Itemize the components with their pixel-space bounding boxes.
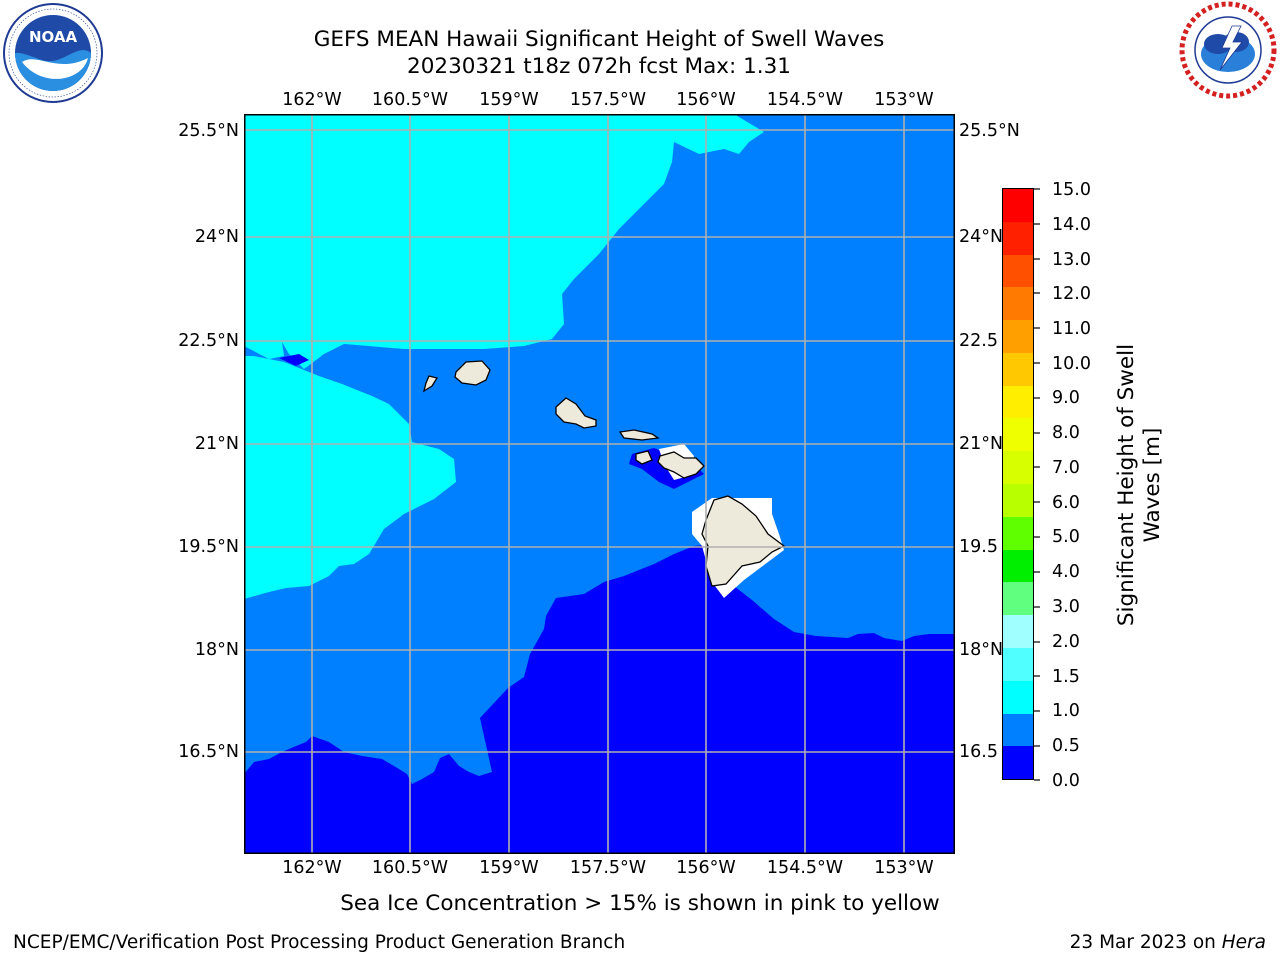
island-oahu — [555, 397, 597, 429]
lat-label-right: 24°N — [959, 227, 1004, 247]
colorbar-tick-label: 12.0 — [1052, 284, 1091, 304]
colorbar-tick-label: 1.5 — [1052, 667, 1080, 687]
lon-label-bottom: 160.5°W — [371, 858, 449, 878]
island-maui — [657, 451, 705, 479]
island-niihau — [422, 375, 439, 393]
colorbar-bin — [1003, 484, 1033, 517]
colorbar-tick-label: 3.0 — [1052, 597, 1080, 617]
colorbar-bin — [1003, 320, 1033, 353]
noaa-logo: NOAA — [3, 3, 103, 103]
colorbar-bin — [1003, 582, 1033, 616]
lon-label-top: 157.5°W — [569, 90, 647, 110]
footer-date-text: 23 Mar 2023 on — [1069, 932, 1222, 953]
lon-label-top: 156°W — [676, 90, 736, 110]
chart-title: GEFS MEAN Hawaii Significant Height of S… — [313, 27, 885, 52]
colorbar-bin — [1003, 254, 1033, 288]
colorbar-tick-label: 5.0 — [1052, 527, 1080, 547]
island-hawaii — [701, 495, 786, 587]
lon-label-top: 160.5°W — [371, 90, 449, 110]
lat-label-right: 22.5 — [959, 331, 998, 351]
colorbar-bin — [1003, 385, 1033, 419]
colorbar-tick-label: 6.0 — [1052, 493, 1080, 513]
colorbar — [1002, 188, 1034, 780]
colorbar-bin — [1003, 549, 1033, 583]
colorbar-bin — [1003, 746, 1033, 780]
lon-label-top: 159°W — [479, 90, 539, 110]
lat-label-left: 21°N — [194, 434, 239, 454]
footer-branch: NCEP/EMC/Verification Post Processing Pr… — [13, 932, 626, 953]
lat-label-left: 22.5°N — [178, 331, 239, 351]
lat-label-right: 16.5 — [959, 742, 998, 762]
island-lanai — [635, 450, 653, 465]
colorbar-bin — [1003, 713, 1033, 747]
colorbar-bin — [1003, 352, 1033, 386]
footer-date: 23 Mar 2023 on Hera — [1070, 932, 1266, 953]
lon-label-top: 162°W — [282, 90, 342, 110]
lon-label-bottom: 154.5°W — [766, 858, 844, 878]
colorbar-tick-label: 4.0 — [1052, 562, 1080, 582]
colorbar-bin — [1003, 647, 1033, 681]
lon-label-bottom: 157.5°W — [569, 858, 647, 878]
colorbar-bin — [1003, 615, 1033, 648]
map-gridlines — [244, 114, 955, 854]
lon-label-bottom: 153°W — [874, 858, 934, 878]
nws-logo — [1179, 1, 1277, 99]
colorbar-bin — [1003, 418, 1033, 452]
lon-label-bottom: 159°W — [479, 858, 539, 878]
colorbar-bin — [1003, 189, 1033, 222]
lon-label-top: 153°W — [874, 90, 934, 110]
lat-label-left: 16.5°N — [178, 742, 239, 762]
map-frame — [244, 114, 955, 854]
swell-height-map — [244, 114, 955, 854]
lat-label-left: 18°N — [194, 640, 239, 660]
lat-label-right: 18°N — [959, 640, 1004, 660]
colorbar-tick-label: 15.0 — [1052, 180, 1091, 200]
colorbar-label-line1: Significant Height of Swell — [1114, 343, 1139, 627]
lat-label-left: 19.5°N — [178, 537, 239, 557]
colorbar-tick-label: 9.0 — [1052, 388, 1080, 408]
swell-zone-0.0-0.5 — [279, 354, 309, 366]
swell-zone-1.0-1.5 — [244, 114, 764, 369]
colorbar-tick-label: 2.0 — [1052, 632, 1080, 652]
sea-ice-caption-text: Sea Ice Concentration > 15% is shown in … — [340, 891, 940, 916]
colorbar-tick-label: 0.5 — [1052, 736, 1080, 756]
lon-label-bottom: 162°W — [282, 858, 342, 878]
lat-label-right: 21°N — [959, 434, 1004, 454]
colorbar-tick-label: 11.0 — [1052, 319, 1091, 339]
colorbar-bin — [1003, 516, 1033, 550]
swell-zone-1.0-1.5 — [244, 356, 456, 599]
colorbar-tick-label: 0.0 — [1052, 771, 1080, 791]
colorbar-label-line2: Waves [m] — [1140, 427, 1165, 543]
sea-ice-caption: Sea Ice Concentration > 15% is shown in … — [0, 891, 1280, 916]
lon-label-top: 154.5°W — [766, 90, 844, 110]
colorbar-bin — [1003, 287, 1033, 321]
swell-zone-0.0-0.5 — [244, 544, 955, 854]
colorbar-ticks — [1034, 188, 1040, 781]
island-molokai — [618, 429, 660, 441]
lat-label-right: 19.5 — [959, 537, 998, 557]
colorbar-tick-label: 7.0 — [1052, 458, 1080, 478]
colorbar-tick-label: 1.0 — [1052, 701, 1080, 721]
colorbar-bin — [1003, 680, 1033, 714]
colorbar-bin — [1003, 451, 1033, 485]
colorbar-tick-label: 10.0 — [1052, 354, 1091, 374]
colorbar-tick-label: 14.0 — [1052, 215, 1091, 235]
colorbar-tick-label: 8.0 — [1052, 423, 1080, 443]
lon-label-bottom: 156°W — [676, 858, 736, 878]
lat-label-left: 24°N — [194, 227, 239, 247]
colorbar-bin — [1003, 221, 1033, 255]
lat-label-left: 25.5°N — [178, 121, 239, 141]
chart-subtitle: 20230321 t18z 072h fcst Max: 1.31 — [407, 54, 791, 79]
island-kauai — [454, 360, 491, 386]
footer-host: Hera — [1221, 932, 1266, 953]
colorbar-tick-label: 13.0 — [1052, 250, 1091, 270]
lat-label-right: 25.5°N — [959, 121, 1020, 141]
noaa-logo-text: NOAA — [29, 28, 78, 46]
